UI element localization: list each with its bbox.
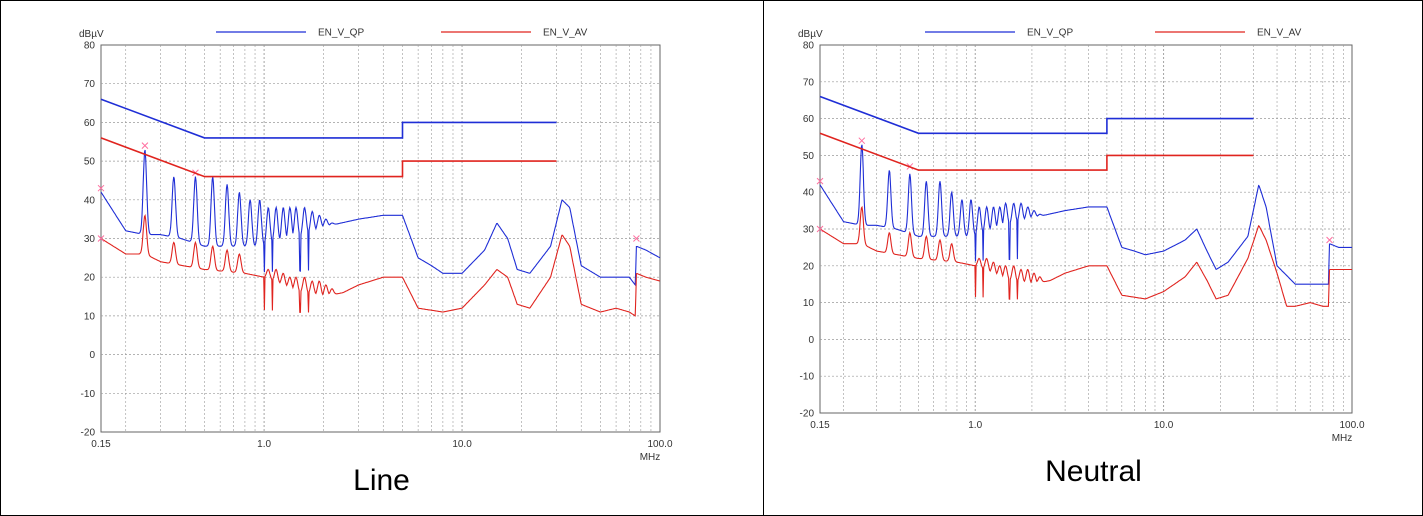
peak-marker	[816, 225, 824, 233]
panel-line: 80 70 60 50 40 30 20 10 0 -10 -20 0.15 1.0 10.0 100.0 d…	[79, 28, 673, 498]
y-tick-label: 60	[803, 114, 815, 125]
legend-label: EN_V_AV	[543, 28, 588, 39]
y-tick-label: 10	[803, 298, 815, 309]
x-tick-label: 0.15	[91, 439, 111, 450]
y-tick-label: -20	[800, 409, 815, 420]
y-tick-label: 60	[84, 118, 96, 129]
x-unit-label: MHz	[640, 452, 661, 463]
x-unit-label: MHz	[1332, 433, 1353, 444]
caption-line: Line	[353, 464, 410, 497]
x-tick-label: 10.0	[452, 439, 472, 450]
limit-line	[819, 132, 1254, 171]
y-tick-label: 80	[84, 41, 96, 52]
peak-marker	[97, 184, 105, 192]
x-tick-label: 100.0	[1339, 420, 1364, 431]
peak-marker	[816, 177, 824, 185]
y-tick-label: 0	[89, 350, 95, 361]
peak-marker	[141, 142, 149, 149]
chart-neutral: 80 70 60 50 40 30 20 10 0 -10 -200.15 1.0 10.0 100.0 d…	[798, 28, 1365, 445]
y-tick-label: 40	[803, 188, 815, 199]
peak-marker	[97, 235, 105, 242]
y-tick-label: -10	[800, 372, 815, 383]
y-unit-label: dBµV	[798, 29, 823, 40]
y-tick-label: 70	[84, 79, 96, 90]
peak-marker	[1326, 236, 1333, 244]
peak-marker	[633, 235, 640, 242]
measurement-trace	[100, 149, 661, 287]
y-tick-label: 30	[84, 234, 96, 245]
legend-label: EN_V_AV	[1257, 28, 1302, 39]
limit-line	[819, 95, 1254, 135]
legend-label: EN_V_QP	[1027, 28, 1073, 39]
y-tick-label: -20	[81, 428, 96, 439]
chart-line: 80 70 60 50 40 30 20 10 0 -10 -200.15 1.0 10.0 100.0 d…	[79, 28, 673, 464]
y-tick-label: 80	[803, 41, 815, 52]
y-tick-label: -10	[81, 389, 96, 400]
limit-line	[100, 137, 557, 178]
panel-divider	[763, 0, 764, 516]
y-tick-label: 70	[803, 77, 815, 88]
x-tick-label: 10.0	[1154, 420, 1174, 431]
measurement-trace	[819, 205, 1352, 307]
y-tick-label: 10	[84, 311, 96, 322]
peak-marker	[858, 137, 866, 145]
x-tick-label: 0.15	[810, 420, 830, 431]
y-tick-label: 30	[803, 225, 815, 236]
x-tick-label: 1.0	[968, 420, 982, 431]
y-tick-label: 50	[803, 151, 815, 162]
measurement-trace	[100, 213, 661, 317]
y-unit-label: dBµV	[79, 29, 104, 40]
panel-neutral: 80 70 60 50 40 30 20 10 0 -10 -20 0.15 1.0 10.0 100.0 d…	[764, 0, 1423, 516]
limit-line	[100, 98, 557, 139]
x-tick-label: 1.0	[257, 439, 271, 450]
y-tick-label: 0	[808, 335, 814, 346]
measurement-trace	[819, 144, 1352, 285]
y-tick-label: 20	[803, 261, 815, 272]
y-tick-label: 50	[84, 157, 96, 168]
x-tick-label: 100.0	[647, 439, 672, 450]
legend-label: EN_V_QP	[318, 28, 364, 39]
y-tick-label: 20	[84, 273, 96, 284]
y-tick-label: 40	[84, 195, 96, 206]
caption-neutral: Neutral	[1045, 455, 1142, 488]
